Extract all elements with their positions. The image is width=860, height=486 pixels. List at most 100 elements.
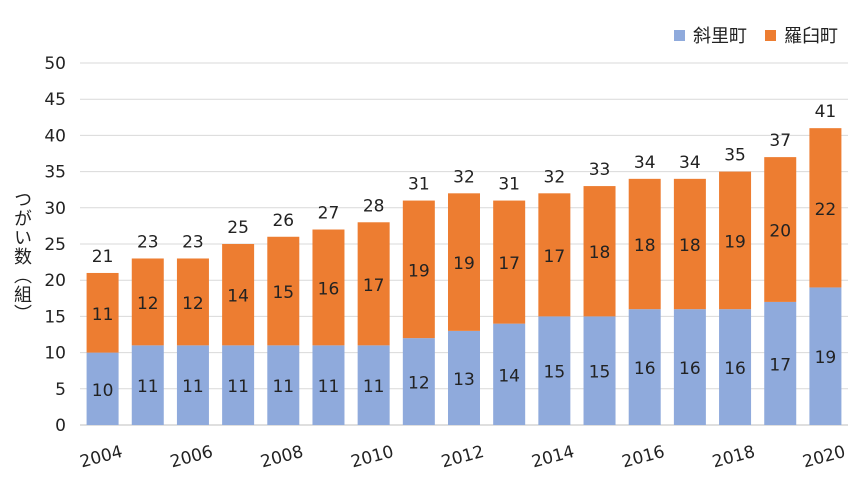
y-axis-label: つがい数（組） [11, 190, 32, 323]
bar-segment-shari [176, 345, 209, 425]
bar-segment-shari [267, 345, 300, 425]
bar-segment-rausu [131, 258, 164, 346]
bar-segment-shari [312, 345, 345, 425]
bar-segment-shari [719, 309, 752, 425]
bar-segment-rausu [764, 157, 797, 302]
data-label-rausu: 17 [498, 254, 520, 274]
total-label: 28 [363, 196, 385, 216]
data-label-rausu: 20 [769, 222, 791, 242]
y-tick-label: 10 [44, 344, 66, 364]
data-label-shari: 12 [408, 374, 430, 394]
legend-swatch-shari [674, 29, 685, 41]
x-tick-label: 2006 [168, 442, 215, 473]
data-label-rausu: 22 [815, 200, 837, 220]
bar-segment-rausu [448, 193, 480, 331]
legend-label-rausu: 羅臼町 [784, 26, 838, 47]
legend: 斜里町 羅臼町 [674, 22, 838, 48]
data-label-rausu: 16 [318, 279, 340, 299]
data-label-rausu: 18 [589, 243, 611, 263]
total-label: 25 [227, 218, 249, 238]
bar-segment-rausu [719, 171, 752, 310]
data-label-shari: 16 [724, 359, 746, 379]
y-tick-label: 50 [44, 54, 66, 74]
bar-segment-rausu [538, 193, 571, 317]
bar-segment-shari [538, 316, 571, 425]
bar-segment-rausu [267, 236, 300, 346]
bar-segment-rausu [176, 258, 209, 346]
data-label-shari: 11 [318, 377, 340, 397]
total-label: 32 [544, 167, 566, 187]
data-label-rausu: 19 [724, 232, 746, 252]
data-label-rausu: 14 [227, 287, 249, 307]
y-tick-label: 0 [55, 416, 66, 436]
data-label-rausu: 18 [679, 236, 701, 256]
x-tick-label: 2018 [710, 442, 757, 473]
bar-segment-rausu [402, 200, 435, 339]
total-label: 37 [769, 131, 791, 151]
data-label-rausu: 18 [634, 236, 656, 256]
total-label: 27 [318, 204, 340, 224]
data-label-rausu: 17 [363, 276, 385, 296]
data-label-shari: 11 [137, 377, 159, 397]
bar-segment-shari [357, 345, 390, 425]
data-label-shari: 11 [227, 377, 249, 397]
y-tick-label: 25 [44, 235, 66, 255]
bar-segment-rausu [809, 128, 842, 288]
data-label-shari: 16 [634, 359, 656, 379]
x-tick-label: 2010 [349, 442, 396, 473]
total-label: 35 [724, 146, 746, 166]
bar-segment-shari [86, 352, 119, 425]
y-tick-label: 30 [44, 199, 66, 219]
total-label: 34 [634, 153, 656, 173]
data-label-shari: 17 [769, 355, 791, 375]
x-tick-label: 2004 [78, 442, 125, 473]
y-tick-label: 20 [44, 271, 66, 291]
y-tick-label: 5 [55, 380, 66, 400]
data-label-shari: 15 [589, 363, 611, 383]
data-label-shari: 19 [815, 348, 837, 368]
bar-segment-rausu [86, 272, 119, 353]
bar-segment-shari [583, 316, 616, 425]
data-label-shari: 11 [363, 377, 385, 397]
bar-segment-shari [809, 287, 842, 425]
data-label-rausu: 17 [544, 247, 566, 267]
data-label-shari: 11 [182, 377, 204, 397]
bar-segment-rausu [583, 186, 616, 317]
data-label-rausu: 12 [182, 294, 204, 314]
y-tick-label: 35 [44, 163, 66, 183]
bar-segment-rausu [357, 222, 390, 346]
data-label-shari: 13 [453, 370, 475, 390]
x-tick-label: 2014 [530, 442, 577, 473]
data-label-rausu: 19 [408, 261, 430, 281]
legend-item-shari: 斜里町 [674, 22, 747, 48]
x-tick-label: 2012 [439, 442, 486, 473]
data-label-shari: 15 [544, 363, 566, 383]
bar-segment-rausu [312, 229, 345, 346]
legend-label-shari: 斜里町 [693, 26, 747, 47]
total-label: 33 [589, 160, 611, 180]
x-tick-label: 2020 [801, 442, 848, 473]
bar-segment-shari [493, 323, 526, 425]
bar-segment-shari [448, 330, 480, 425]
bar-segment-shari [673, 309, 706, 425]
bar-segment-shari [402, 338, 435, 425]
bar-segment-shari [764, 301, 797, 425]
y-tick-label: 15 [44, 307, 66, 327]
total-label: 34 [679, 153, 701, 173]
x-tick-label: 2008 [259, 442, 306, 473]
data-label-shari: 11 [272, 377, 294, 397]
total-label: 21 [92, 247, 114, 267]
total-label: 23 [137, 232, 159, 252]
bar-segment-rausu [222, 244, 255, 346]
y-tick-label: 40 [44, 126, 66, 146]
legend-item-rausu: 羅臼町 [765, 22, 838, 48]
total-label: 41 [815, 102, 837, 122]
bar-segment-rausu [673, 178, 706, 310]
total-label: 26 [272, 211, 294, 231]
data-label-rausu: 19 [453, 254, 475, 274]
data-label-shari: 14 [498, 366, 520, 386]
data-label-shari: 10 [92, 381, 114, 401]
bar-segment-rausu [628, 178, 661, 310]
